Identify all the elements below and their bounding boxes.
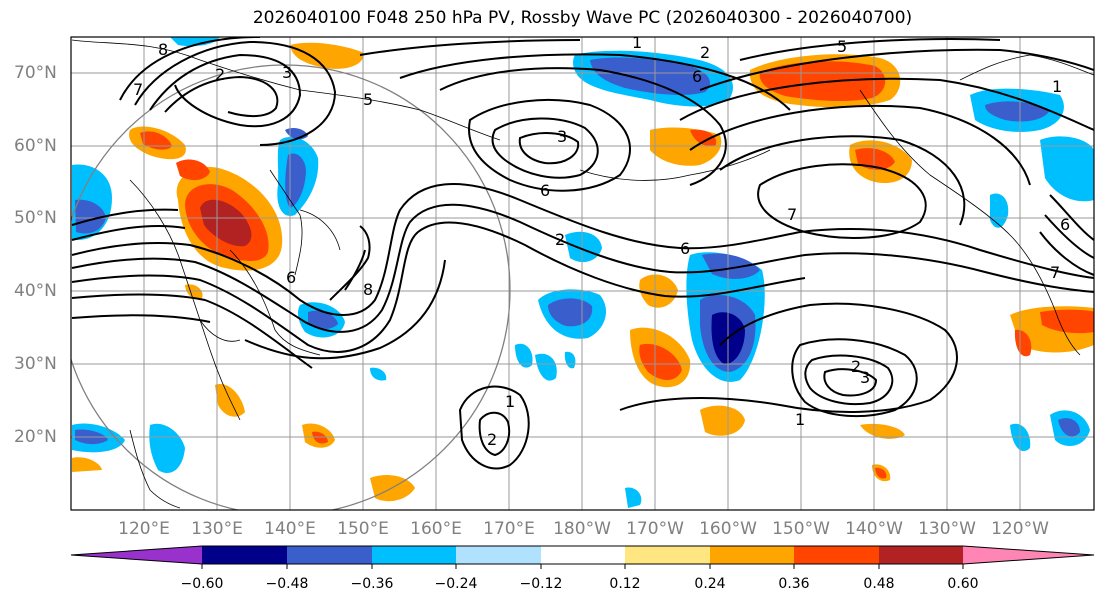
contour-label: 2 [487, 430, 497, 449]
contour-label: 2 [555, 230, 565, 249]
contour-label: 1 [632, 33, 642, 52]
colorbar-swatch [710, 546, 794, 564]
lon-label-140w: 140°W [845, 519, 903, 539]
contour-label: 1 [505, 392, 515, 411]
contour-label: 7 [1050, 263, 1060, 282]
contour-label: 6 [540, 181, 550, 200]
colorbar-swatch [456, 546, 541, 564]
contour-label: 5 [837, 37, 847, 56]
contour-label: 3 [860, 368, 870, 387]
lat-label-50: 50°N [14, 208, 57, 228]
lat-label-40: 40°N [14, 281, 57, 301]
map-canvas: 1 2 3 5 6 7 6 7 8 2 3 1 2 6 6 1 2 3 5 7 … [71, 33, 1094, 510]
colorbar-tick-label: 0.24 [694, 576, 726, 592]
contour-label: 8 [363, 280, 373, 299]
contour-label: 1 [1052, 77, 1062, 96]
colorbar-swatch [541, 546, 625, 564]
lon-label-160w: 160°W [699, 519, 757, 539]
colorbar-tick-label: −0.60 [180, 576, 224, 592]
colorbar-swatch [287, 546, 372, 564]
contour-label: 6 [286, 268, 296, 287]
contour-label: 2 [851, 357, 861, 376]
contour-label: 7 [133, 80, 143, 99]
contour-label: 8 [158, 40, 168, 59]
lon-label-150w: 150°W [772, 519, 830, 539]
colorbar-tick-label: −0.12 [519, 576, 563, 592]
lon-label-170w: 170°W [626, 519, 684, 539]
colorbar-extend-low [71, 546, 202, 564]
contour-label: 6 [680, 239, 690, 258]
colorbar-tick-label: 0.12 [609, 576, 641, 592]
contour-label: 3 [282, 63, 292, 82]
colorbar-tick-label: −0.48 [265, 576, 309, 592]
colorbar-tick-label: −0.36 [350, 576, 394, 592]
lon-label-160e: 160°E [410, 519, 462, 539]
lon-label-170e: 170°E [483, 519, 535, 539]
colorbar-swatch [794, 546, 879, 564]
colorbar-swatch [625, 546, 710, 564]
lon-label-120e: 120°E [118, 519, 170, 539]
colorbar-tick-label: 0.48 [863, 576, 895, 592]
colorbar-swatch [372, 546, 456, 564]
colorbar-tick-label: 0.60 [947, 576, 979, 592]
contour-label: 1 [795, 410, 805, 429]
contour-label: 3 [557, 127, 567, 146]
contour-label: 5 [363, 90, 373, 109]
figure-title: 2026040100 F048 250 hPa PV, Rossby Wave … [252, 8, 913, 28]
lon-label-120w: 120°W [991, 519, 1049, 539]
lon-label-150e: 150°E [337, 519, 389, 539]
lat-label-70: 70°N [14, 63, 57, 83]
contour-label: 6 [1060, 215, 1070, 234]
contour-label: 6 [692, 67, 702, 86]
wave-contours [71, 37, 1094, 470]
lon-label-140e: 140°E [264, 519, 316, 539]
colorbar-swatch [879, 546, 963, 564]
colorbar-tick-label: −0.24 [434, 576, 478, 592]
lon-label-130w: 130°W [918, 519, 976, 539]
lat-label-60: 60°N [14, 136, 57, 156]
colorbar-ticks [201, 564, 964, 569]
lon-label-130e: 130°E [191, 519, 243, 539]
contour-label-group: 1 2 3 5 6 7 6 7 8 2 3 1 2 6 6 1 2 3 5 7 … [133, 33, 1070, 449]
coastlines [71, 39, 1094, 509]
colorbar-extend-high [963, 546, 1094, 564]
contour-label: 2 [700, 43, 710, 62]
colorbar-tick-label: 0.36 [778, 576, 810, 592]
lat-label-30: 30°N [14, 354, 57, 374]
lat-label-20: 20°N [14, 427, 57, 447]
contour-label: 7 [787, 205, 797, 224]
colorbar-swatch [202, 546, 287, 564]
map-frame [70, 36, 1095, 511]
contour-label: 2 [215, 65, 225, 84]
lon-label-180w: 180°W [553, 519, 611, 539]
